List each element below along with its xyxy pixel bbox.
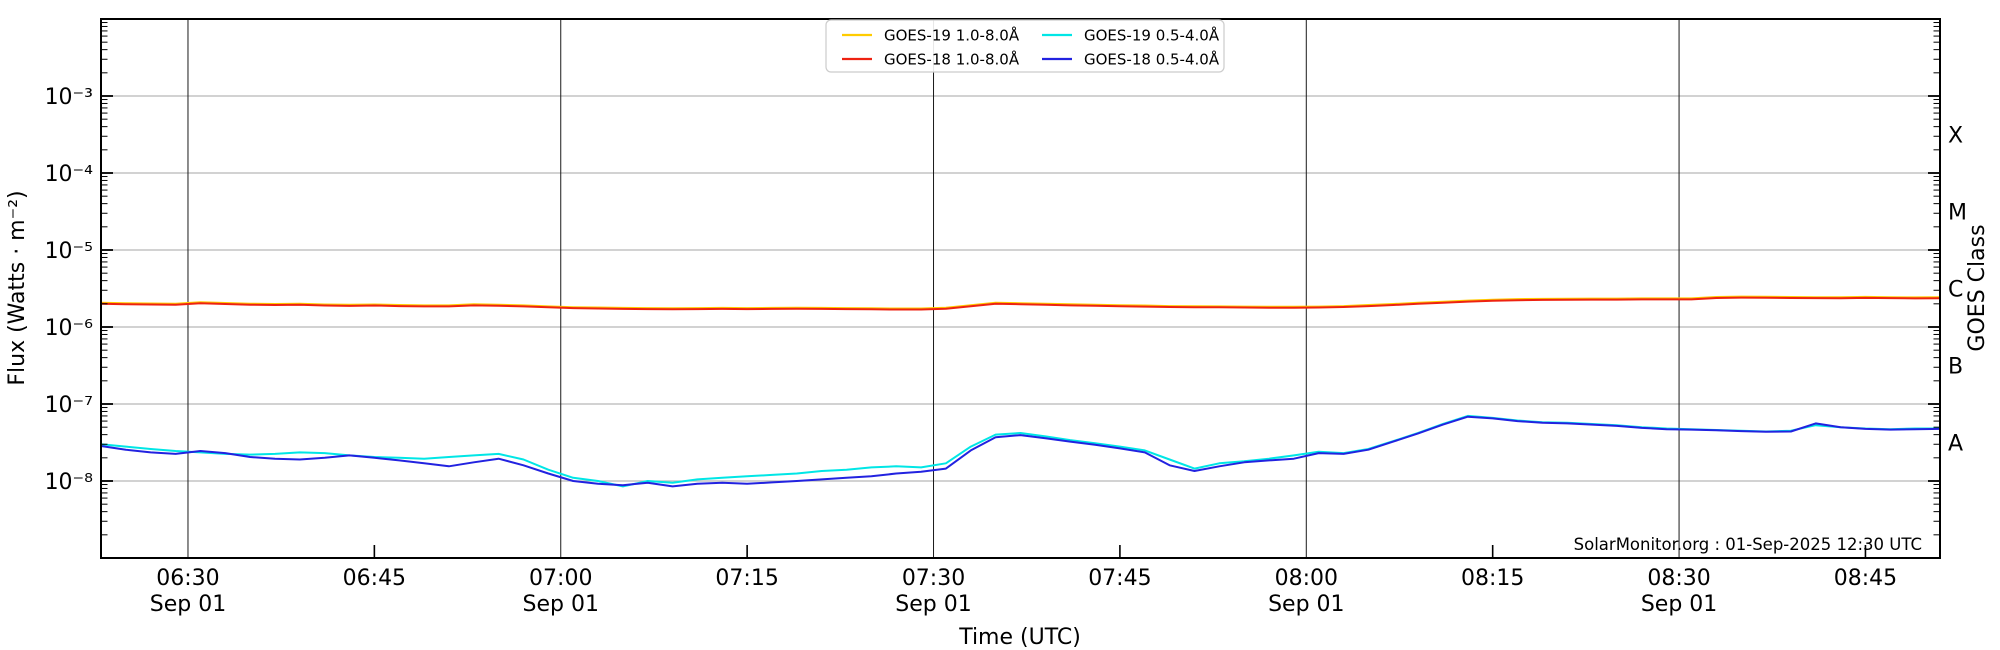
goes-class-label-a: A	[1948, 432, 1963, 457]
x-axis-title: Time (UTC)	[958, 625, 1081, 650]
x-tick-label-07-00: 07:00	[529, 566, 592, 591]
legend-label-goes-19-1-0-8-0: GOES-19 1.0-8.0Å	[884, 26, 1020, 45]
x-day-label-07-00: Sep 01	[523, 592, 599, 617]
goes-class-label-m: M	[1948, 201, 1967, 226]
x-tick-label-06-45: 06:45	[343, 566, 406, 591]
series-line-goes-18-0-5-4-0	[100, 415, 1941, 488]
y-tick-label: 10⁻⁶	[45, 316, 94, 341]
legend-label-goes-19-0-5-4-0: GOES-19 0.5-4.0Å	[1084, 26, 1220, 45]
legend: GOES-19 1.0-8.0Å GOES-18 1.0-8.0Å GOES-19 …	[825, 19, 1225, 73]
y-tick-label: 10⁻³	[45, 85, 93, 110]
series-line-goes-19-1-0-8-0	[100, 295, 1941, 310]
series-line-goes-18-1-0-8-0	[100, 296, 1941, 311]
x-tick-label-08-45: 08:45	[1834, 566, 1897, 591]
x-day-label-08-30: Sep 01	[1641, 592, 1717, 617]
y-tick-label: 10⁻⁸	[45, 470, 94, 495]
x-tick-label-07-45: 07:45	[1088, 566, 1151, 591]
x-tick-label-07-30: 07:30	[902, 566, 965, 591]
x-tick-label-08-00: 08:00	[1275, 566, 1338, 591]
axis-ticks	[101, 22, 1940, 558]
right-axis-title: GOES Class	[1965, 224, 1990, 351]
x-tick-label-08-30: 08:30	[1647, 566, 1710, 591]
y-axis-title: Flux (Watts · m⁻²)	[5, 190, 30, 385]
plot-frame	[100, 18, 1941, 559]
gridlines	[101, 19, 1940, 558]
watermark-annotation: SolarMonitor.org : 01-Sep-2025 12:30 UTC	[1574, 535, 1922, 554]
legend-box	[825, 19, 1225, 73]
x-tick-label-08-15: 08:15	[1461, 566, 1524, 591]
x-tick-label-07-15: 07:15	[715, 566, 778, 591]
y-tick-label: 10⁻⁴	[45, 162, 94, 187]
x-tick-label-06-30: 06:30	[156, 566, 219, 591]
x-day-label-06-30: Sep 01	[150, 592, 226, 617]
legend-label-goes-18-1-0-8-0: GOES-18 1.0-8.0Å	[884, 50, 1020, 69]
goes-class-label-b: B	[1948, 355, 1963, 380]
legend-label-goes-18-0-5-4-0: GOES-18 0.5-4.0Å	[1084, 50, 1220, 69]
series-line-goes-19-0-5-4-0	[100, 414, 1941, 488]
y-tick-label: 10⁻⁷	[45, 393, 93, 418]
y-tick-label: 10⁻⁵	[45, 239, 93, 264]
goes-class-label-c: C	[1948, 278, 1963, 303]
series-lines	[100, 295, 1941, 488]
x-day-label-08-00: Sep 01	[1268, 592, 1344, 617]
x-day-label-07-30: Sep 01	[895, 592, 971, 617]
goes-class-label-x: X	[1948, 124, 1963, 149]
